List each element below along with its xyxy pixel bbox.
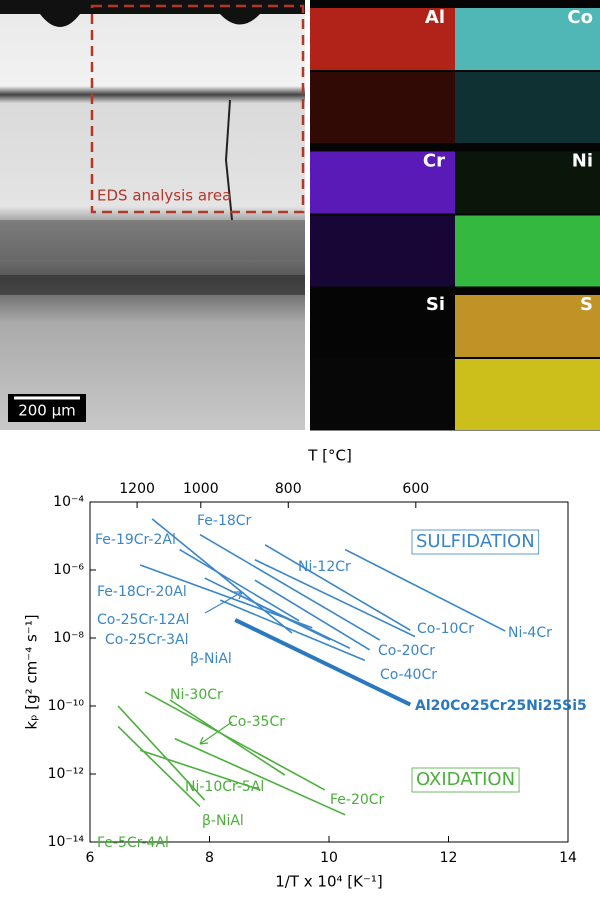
x-axis-label: 1/T x 10⁴ [K⁻¹]: [275, 873, 383, 891]
annotation: SULFIDATION: [416, 531, 535, 552]
y-tick-label: 10⁻⁶: [53, 562, 84, 578]
arrow: [204, 591, 243, 614]
series-line: [199, 533, 381, 641]
series-label: Ni-4Cr: [508, 625, 552, 641]
map-layer: [455, 295, 600, 357]
annotation-box: [411, 767, 520, 793]
series-label: Ni-30Cr: [170, 687, 223, 703]
area-label: EDS analysis area: [97, 187, 231, 205]
series-line: [204, 577, 331, 641]
y-tick-label: 10⁻¹²: [48, 766, 84, 782]
series-label: Fe-5Cr-4Al: [97, 835, 169, 851]
series-label: Co-25Cr-3Al: [105, 632, 189, 648]
series-line: [144, 691, 326, 791]
arrow: [199, 721, 233, 745]
map-label: Al: [425, 7, 445, 28]
y-axis-label: kₚ [g² cm⁻⁴ s⁻¹]: [23, 614, 41, 729]
series-label: Co-25Cr-12Al: [97, 612, 189, 628]
annotation: OXIDATION: [416, 769, 515, 790]
eds-maps: Al Co Cr Ni Si S: [310, 0, 600, 431]
map-layer: [455, 151, 600, 214]
map-layer: [310, 215, 455, 287]
series-line: [254, 559, 416, 638]
series-label: Co-35Cr: [228, 714, 285, 730]
scale-bar-label: 200 μm: [18, 402, 76, 420]
map-label: Si: [426, 294, 445, 315]
x2-tick-label: 1000: [183, 481, 219, 497]
sem-image: EDS analysis area 200 μm: [0, 0, 305, 430]
series-line: [179, 548, 300, 622]
series-line: [117, 705, 206, 801]
x-tick-label: 10: [320, 850, 338, 866]
x2-axis-label: T [°C]: [307, 447, 352, 465]
series-line: [219, 599, 366, 662]
x2-tick-label: 800: [275, 481, 302, 497]
x-tick-label: 14: [559, 850, 577, 866]
y-tick-label: 10⁻⁸: [53, 630, 84, 646]
series-label: Al20Co25Cr25Ni25Si5: [415, 698, 587, 714]
x2-tick-label: 600: [402, 481, 429, 497]
map-layer: [455, 72, 600, 143]
map-label: Ni: [572, 151, 593, 172]
series-label: Fe-20Cr: [330, 792, 385, 808]
series-line: [139, 564, 313, 629]
series-label: Co-40Cr: [380, 667, 437, 683]
series-label: β-NiAl: [190, 651, 232, 667]
series-line: [234, 618, 412, 707]
x-tick-label: 8: [205, 850, 214, 866]
series-label: Ni-12Cr: [298, 559, 351, 575]
map-layer: [310, 151, 455, 214]
map-layer: [310, 8, 455, 70]
map-layer: [310, 295, 455, 357]
y-tick-label: 10⁻¹⁴: [48, 834, 85, 850]
x-tick-label: 6: [86, 850, 95, 866]
series-line: [139, 749, 261, 791]
x2-tick-label: 1200: [119, 481, 155, 497]
map-layer: [310, 72, 455, 143]
series-label: β-NiAl: [202, 813, 244, 829]
series-label: Fe-19Cr-2Al: [95, 532, 176, 548]
series-line: [117, 725, 201, 808]
series-line: [264, 544, 411, 631]
series-label: Co-10Cr: [417, 621, 474, 637]
series-label: Co-20Cr: [378, 643, 435, 659]
y-tick-label: 10⁻¹⁰: [48, 698, 85, 714]
series-line: [174, 737, 346, 816]
plot-frame: [89, 501, 569, 843]
map-layer: [455, 215, 600, 287]
series-line: [169, 699, 286, 776]
map-label: Co: [567, 7, 593, 28]
series-line: [151, 518, 293, 634]
annotation-box: [411, 529, 540, 555]
series-label: Fe-18Cr-20Al: [97, 584, 187, 600]
y-tick-label: 10⁻⁴: [53, 494, 84, 510]
map-layer: [455, 359, 600, 430]
series-label: Ni-10Cr-5Al: [185, 779, 264, 795]
map-label: S: [580, 294, 593, 315]
map-label: Cr: [423, 151, 445, 172]
map-layer: [310, 359, 455, 430]
map-layer: [455, 8, 600, 70]
x-tick-label: 12: [440, 850, 458, 866]
series-line: [344, 548, 506, 632]
series-line: [254, 579, 371, 651]
series-label: Fe-18Cr: [197, 513, 252, 529]
